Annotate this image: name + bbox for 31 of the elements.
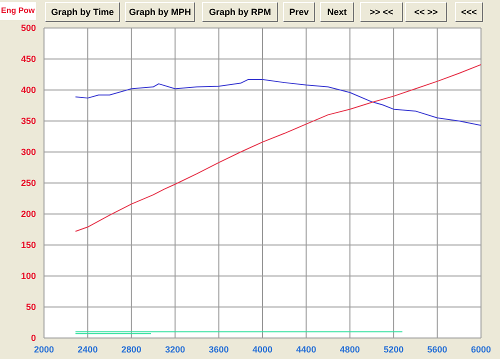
y-tick-label: 100: [20, 271, 36, 282]
y-tick-label: 150: [20, 240, 36, 250]
x-tick-label: 4800: [340, 344, 360, 354]
x-tick-label: 4400: [296, 344, 316, 354]
text: Next: [320, 2, 354, 22]
text: Prev: [283, 2, 315, 22]
x-tick-label: 5200: [384, 344, 404, 354]
y-tick-label: 350: [20, 116, 36, 126]
x-tick-label: 2400: [78, 344, 98, 354]
text: <<<: [455, 2, 483, 22]
x-tick-label: 3200: [165, 344, 186, 354]
text: << >>: [405, 2, 447, 22]
x-tick-label: 2800: [121, 344, 142, 354]
text: Graph by MPH: [125, 2, 195, 22]
text: >> <<: [360, 2, 403, 22]
y-tick-label: 300: [20, 147, 36, 158]
y-tick-label: 50: [26, 302, 36, 312]
y-tick-label: 250: [20, 178, 36, 188]
text: Graph by Time: [45, 2, 120, 22]
y-tick-label: 450: [20, 54, 36, 64]
x-tick-label: 5600: [427, 344, 448, 354]
x-tick-label: 2000: [34, 344, 54, 354]
x-tick-label: 4000: [252, 344, 273, 354]
y-axis-title: Eng Pow: [0, 2, 36, 20]
y-tick-label: 400: [20, 85, 36, 96]
y-tick-label: 500: [20, 23, 36, 34]
x-tick-label: 3600: [208, 344, 229, 354]
y-tick-label: 200: [20, 209, 36, 220]
text: Graph by RPM: [202, 2, 278, 22]
x-tick-label: 6000: [470, 344, 492, 354]
y-tick-label: 0: [30, 333, 36, 344]
